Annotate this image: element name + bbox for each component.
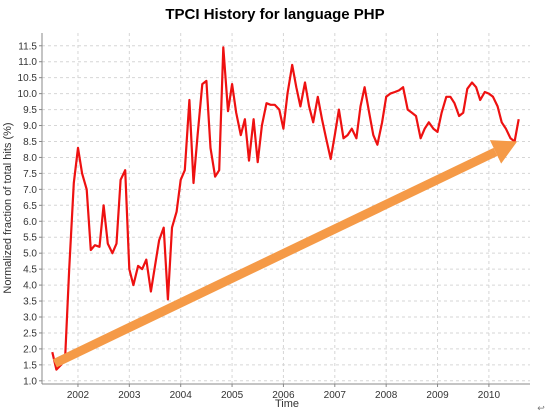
y-tick-label: 8.5 [23, 137, 37, 148]
y-tick-label: 4.0 [23, 281, 37, 292]
x-tick-label: 2004 [170, 390, 193, 401]
series-layer [51, 46, 520, 371]
y-tick-label: 8.0 [23, 153, 37, 164]
y-tick-label: 1.5 [23, 360, 37, 371]
y-tick-label: 7.5 [23, 169, 37, 180]
x-tick-label: 2003 [118, 390, 141, 401]
x-tick-label: 2009 [426, 390, 449, 401]
x-axis-label: Time [275, 398, 299, 410]
x-axis-ticks: 2002 2003 2004 2005 2006 2007 2008 2009 2010 [67, 384, 501, 401]
y-tick-label: 6.5 [23, 201, 37, 212]
y-tick-label: 7.0 [23, 185, 37, 196]
y-tick-label: 4.5 [23, 265, 37, 276]
y-tick-label: 2.0 [23, 344, 37, 355]
trend-arrow-shaft [52, 147, 498, 368]
y-tick-label: 11.5 [18, 41, 37, 52]
series-line-php [51, 46, 520, 371]
y-tick-label: 3.5 [23, 297, 37, 308]
annotation-layer [52, 140, 518, 368]
y-tick-label: 1.0 [23, 376, 37, 387]
y-axis-label: Normalized fraction of total hits (%) [2, 122, 14, 293]
x-tick-label: 2002 [67, 390, 90, 401]
x-tick-label: 2010 [478, 390, 501, 401]
y-tick-label: 3.0 [23, 312, 37, 323]
y-tick-label: 9.5 [23, 105, 37, 116]
x-tick-label: 2008 [375, 390, 398, 401]
y-tick-label: 6.0 [23, 217, 37, 228]
trend-arrow-head [489, 140, 518, 164]
y-tick-label: 11.0 [18, 57, 37, 68]
chart-title: TPCI History for language PHP [165, 6, 384, 23]
y-tick-label: 10.5 [18, 73, 38, 84]
y-tick-label: 10.0 [18, 89, 38, 100]
return-arrow-icon: ↩ [537, 404, 545, 414]
chart-axes [41, 33, 530, 385]
y-tick-label: 2.5 [23, 328, 37, 339]
x-tick-label: 2005 [221, 390, 244, 401]
x-tick-label: 2006 [272, 390, 295, 401]
y-tick-label: 5.0 [23, 249, 37, 260]
y-tick-label: 5.5 [23, 233, 37, 244]
x-tick-label: 2007 [324, 390, 347, 401]
y-axis-ticks: 1.0 1.5 2.0 2.5 3.0 3.5 4.0 4.5 5.0 5.5 6.0 6.5 7.0 7… [18, 41, 42, 387]
y-tick-label: 9.0 [23, 121, 37, 132]
